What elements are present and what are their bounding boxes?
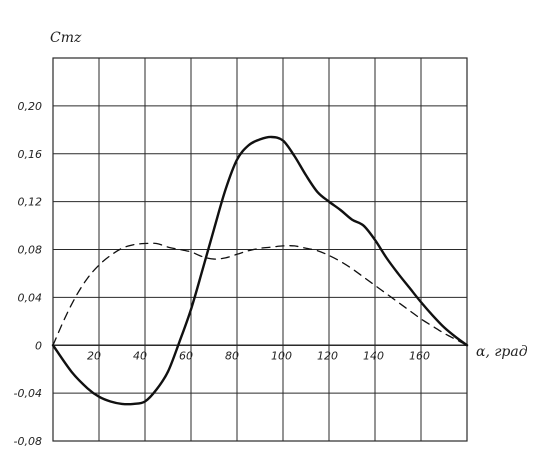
y-axis-title: Cmz xyxy=(50,30,82,46)
tick-labels: 20 40 60 80 100 120 140 160 0,20 0,16 0,12 0,08 0,04… xyxy=(14,100,430,448)
x-tick-label: 20 xyxy=(87,349,101,362)
x-axis-title: α, град xyxy=(476,344,528,360)
y-tick-label: -0,04 xyxy=(14,387,42,400)
x-tick-label: 140 xyxy=(363,349,384,362)
x-tick-label: 120 xyxy=(317,349,338,362)
x-tick-label: 60 xyxy=(179,349,193,362)
y-tick-label: 0,20 xyxy=(18,100,43,113)
y-tick-label: 0 xyxy=(35,339,42,352)
y-tick-label: 0,12 xyxy=(18,196,43,209)
x-tick-label: 40 xyxy=(133,349,147,362)
y-tick-label: 0,16 xyxy=(18,148,43,161)
y-tick-label: -0,08 xyxy=(14,435,42,448)
series-line-dashed xyxy=(52,242,468,346)
x-tick-label: 80 xyxy=(225,349,239,362)
series-line-solid xyxy=(51,135,469,406)
y-tick-label: 0,04 xyxy=(18,291,43,304)
series-group xyxy=(51,135,469,406)
y-tick-label: 0,08 xyxy=(18,244,43,257)
x-tick-label: 100 xyxy=(271,349,292,362)
x-tick-label: 160 xyxy=(409,349,430,362)
grid xyxy=(52,57,468,442)
